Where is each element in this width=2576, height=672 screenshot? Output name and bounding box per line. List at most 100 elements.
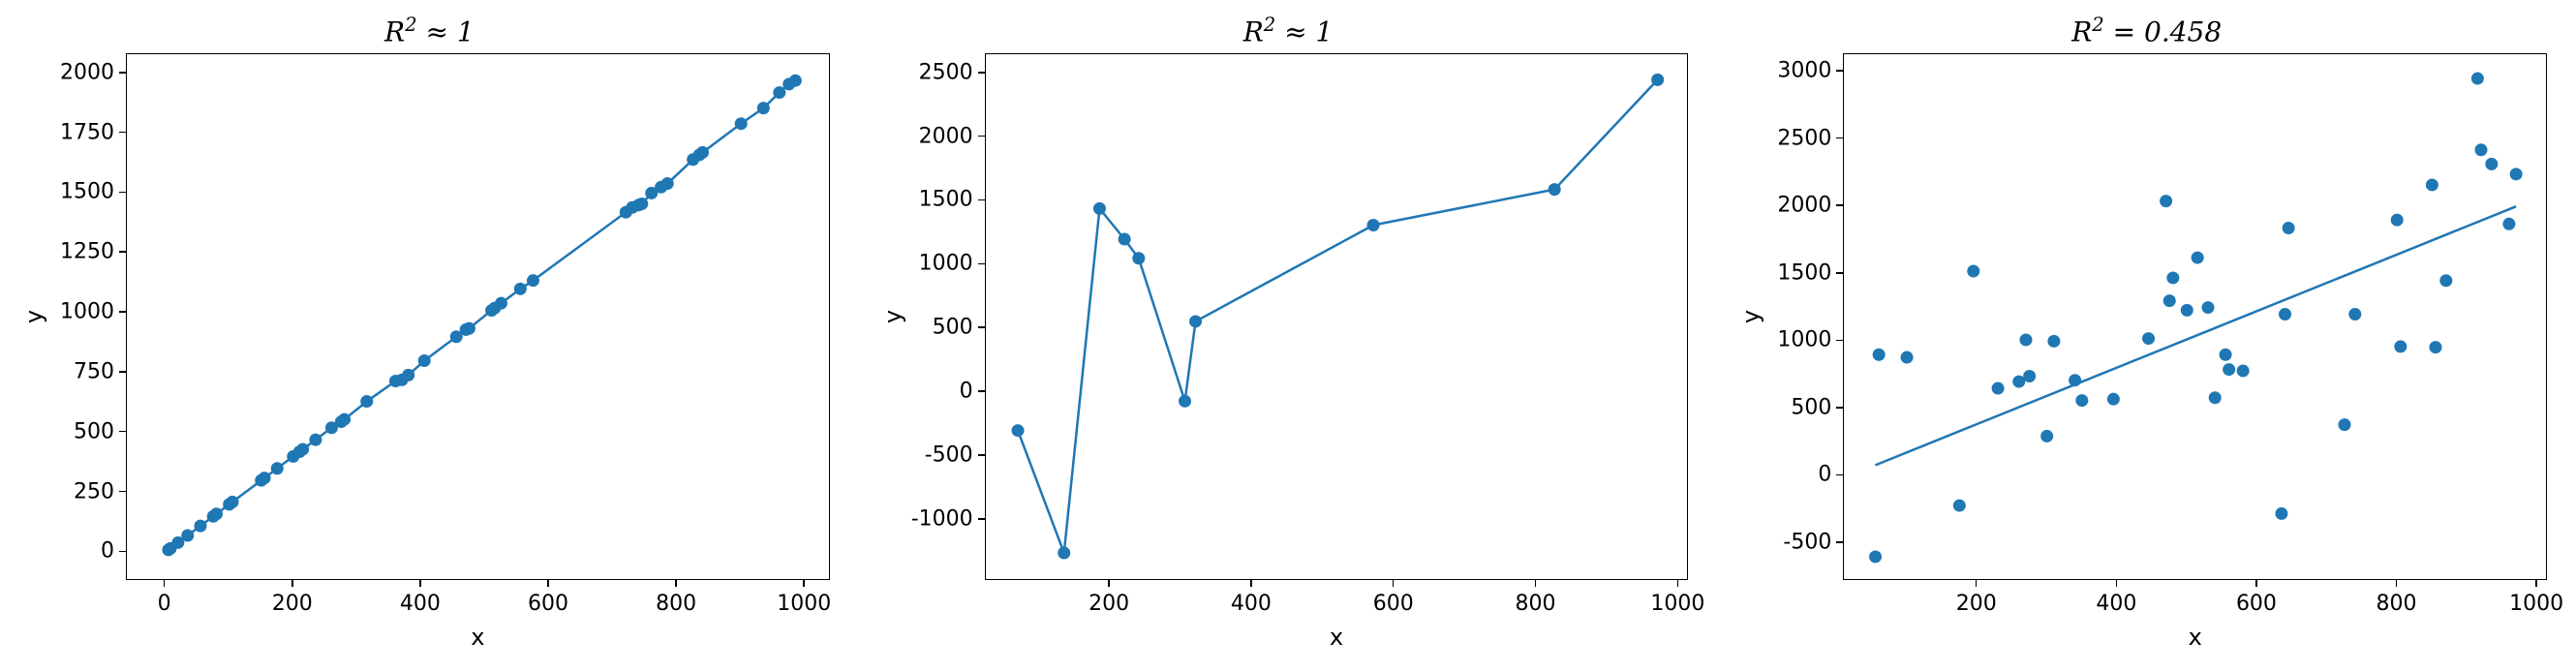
subplot-2-xlabel: x xyxy=(1330,624,1343,651)
data-marker xyxy=(1651,74,1664,86)
data-marker xyxy=(1869,550,1882,563)
tick-mark-y xyxy=(1836,340,1843,342)
data-marker xyxy=(2471,73,2484,85)
data-marker xyxy=(2069,374,2081,386)
tick-mark-y xyxy=(978,199,985,201)
data-marker xyxy=(1132,252,1145,264)
tick-mark-x xyxy=(419,580,421,587)
tick-mark-y xyxy=(119,551,126,553)
tick-mark-y xyxy=(1836,70,1843,72)
tick-label-y: 500 xyxy=(933,316,973,340)
tick-mark-y xyxy=(978,326,985,328)
tick-mark-x xyxy=(1677,580,1679,587)
subplot-2-svg xyxy=(986,54,1690,581)
data-marker xyxy=(338,413,351,426)
data-marker xyxy=(1118,232,1130,245)
data-marker xyxy=(259,472,271,484)
data-marker xyxy=(495,297,507,310)
data-marker xyxy=(2209,391,2222,404)
data-marker xyxy=(418,354,431,367)
tick-mark-y xyxy=(978,390,985,392)
data-marker xyxy=(2202,301,2215,314)
fit-line xyxy=(1876,206,2517,465)
data-marker xyxy=(463,322,475,335)
tick-label-y: 500 xyxy=(1791,395,1831,419)
tick-mark-y xyxy=(978,518,985,520)
subplot-2-axes xyxy=(985,53,1689,580)
tick-label-x: 200 xyxy=(272,592,313,616)
tick-mark-y xyxy=(1836,541,1843,543)
subplot-3-title: R2 = 0.458 xyxy=(1717,14,2576,47)
data-marker xyxy=(757,102,770,114)
tick-mark-y xyxy=(1836,137,1843,139)
tick-label-y: 1500 xyxy=(919,188,973,212)
tick-label-x: 200 xyxy=(1089,592,1129,616)
tick-label-y: -1000 xyxy=(911,506,973,531)
tick-mark-y xyxy=(119,311,126,313)
tick-mark-x xyxy=(2116,580,2118,587)
data-marker xyxy=(2339,418,2351,431)
subplot-1-axes xyxy=(126,53,830,580)
data-marker xyxy=(2430,341,2442,353)
data-marker xyxy=(514,283,527,295)
subplot-1-xlabel: x xyxy=(471,624,484,651)
data-marker xyxy=(2486,158,2499,170)
subplot-3-svg xyxy=(1844,54,2548,581)
tick-label-y: 2000 xyxy=(1777,194,1831,218)
data-marker xyxy=(2023,370,2036,382)
data-marker xyxy=(1189,315,1202,327)
data-marker xyxy=(2167,271,2180,284)
tick-mark-x xyxy=(803,580,805,587)
data-marker xyxy=(1011,424,1024,437)
tick-label-y: 0 xyxy=(101,539,114,564)
tick-mark-y xyxy=(1836,272,1843,274)
data-marker xyxy=(2220,349,2232,361)
tick-label-y: 3000 xyxy=(1777,59,1831,83)
data-marker xyxy=(2181,304,2193,317)
figure-container: R2 ≈ 1 x y 02004006008001000025050075010… xyxy=(0,0,2576,672)
tick-mark-x xyxy=(1250,580,1252,587)
tick-label-y: 1000 xyxy=(60,300,114,324)
data-marker xyxy=(2426,178,2438,191)
tick-mark-y xyxy=(119,371,126,373)
data-marker xyxy=(1093,202,1106,215)
data-marker xyxy=(2440,274,2453,287)
data-marker xyxy=(1901,351,1914,364)
subplot-2-title: R2 ≈ 1 xyxy=(859,14,1718,47)
data-marker xyxy=(227,496,239,508)
tick-label-x: 800 xyxy=(1516,592,1556,616)
data-marker xyxy=(2510,168,2523,180)
tick-label-x: 800 xyxy=(656,592,696,616)
data-marker xyxy=(2107,393,2120,406)
series-line xyxy=(1018,79,1658,553)
subplot-3: R2 = 0.458 x y 2004006008001000-50005001… xyxy=(1717,0,2576,672)
data-marker xyxy=(1179,395,1191,408)
data-marker xyxy=(696,146,709,159)
data-marker xyxy=(1058,547,1070,560)
tick-label-y: 1500 xyxy=(60,180,114,204)
tick-mark-y xyxy=(978,454,985,456)
tick-mark-y xyxy=(978,136,985,137)
tick-label-y: 0 xyxy=(960,380,973,404)
data-marker xyxy=(2192,252,2204,264)
data-marker xyxy=(2276,507,2288,520)
tick-label-y: 2000 xyxy=(60,60,114,84)
tick-mark-y xyxy=(1836,474,1843,476)
tick-label-y: 0 xyxy=(1818,463,1831,487)
tick-mark-x xyxy=(2255,580,2257,587)
data-marker xyxy=(360,395,373,408)
data-marker xyxy=(2142,332,2155,345)
tick-label-x: 200 xyxy=(1956,592,1997,616)
data-marker xyxy=(2041,430,2054,443)
tick-label-y: -500 xyxy=(925,443,973,467)
data-marker xyxy=(2475,143,2488,156)
tick-mark-y xyxy=(978,263,985,265)
tick-label-y: 2500 xyxy=(1777,126,1831,150)
data-marker xyxy=(309,434,322,446)
tick-label-x: 1000 xyxy=(777,592,831,616)
tick-label-x: 400 xyxy=(400,592,441,616)
tick-mark-x xyxy=(164,580,166,587)
data-marker xyxy=(2223,363,2236,376)
subplot-3-ylabel: y xyxy=(1737,310,1764,323)
tick-label-y: 1750 xyxy=(60,120,114,144)
